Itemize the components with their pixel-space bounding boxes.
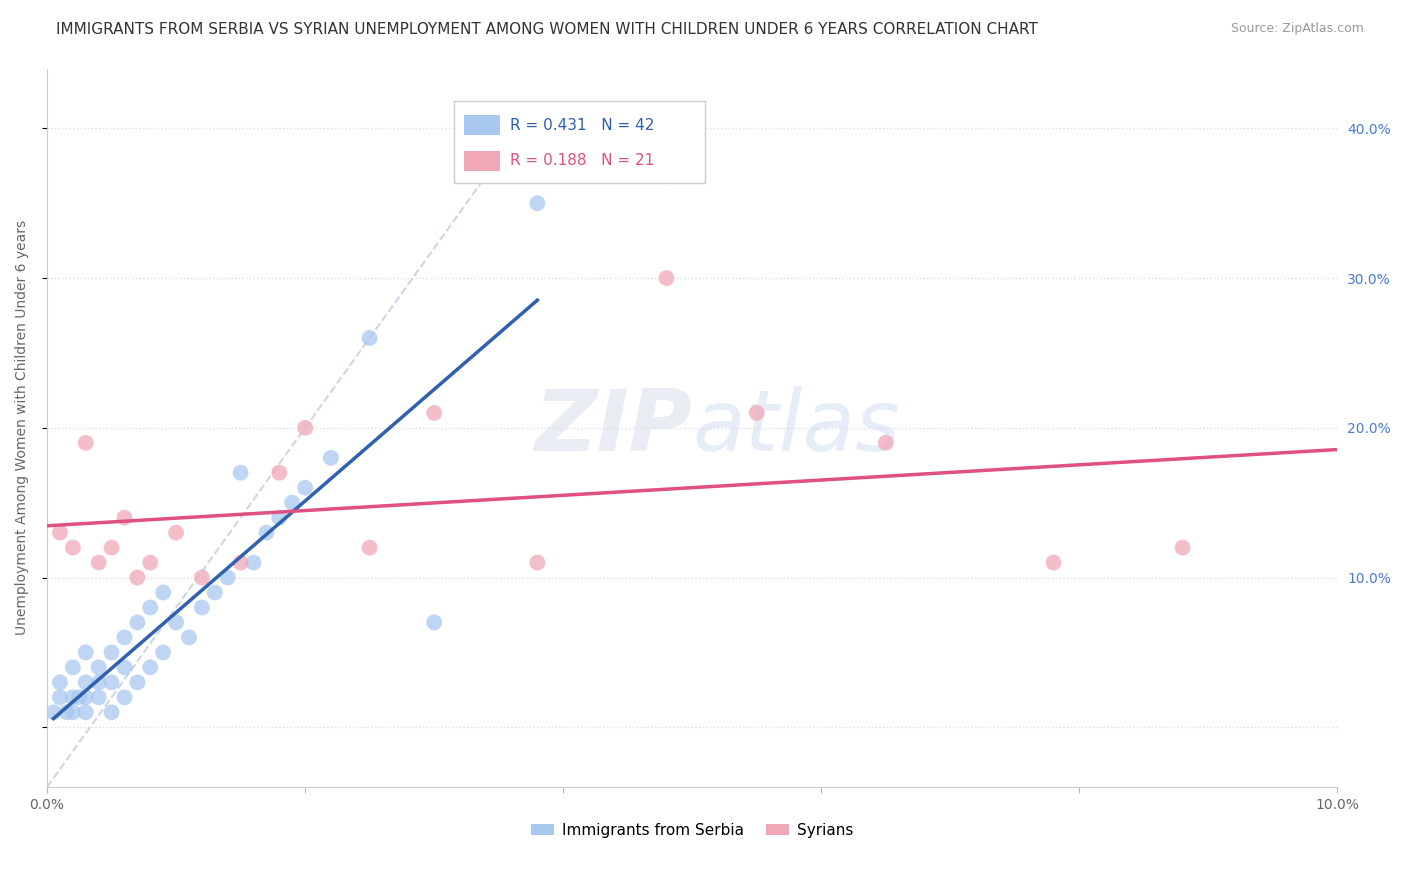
Point <box>526 556 548 570</box>
Point <box>294 481 316 495</box>
Point <box>49 690 72 705</box>
Point <box>294 421 316 435</box>
Point <box>217 570 239 584</box>
Point <box>127 615 149 630</box>
Point <box>114 510 136 524</box>
Point <box>100 645 122 659</box>
Point <box>100 675 122 690</box>
Point <box>359 541 381 555</box>
Text: Source: ZipAtlas.com: Source: ZipAtlas.com <box>1230 22 1364 36</box>
Point <box>152 585 174 599</box>
Point <box>423 406 446 420</box>
Point <box>75 706 97 720</box>
Point <box>75 645 97 659</box>
Point <box>152 645 174 659</box>
Point <box>1042 556 1064 570</box>
Text: IMMIGRANTS FROM SERBIA VS SYRIAN UNEMPLOYMENT AMONG WOMEN WITH CHILDREN UNDER 6 : IMMIGRANTS FROM SERBIA VS SYRIAN UNEMPLO… <box>56 22 1038 37</box>
Point <box>875 435 897 450</box>
Point <box>100 541 122 555</box>
Legend: Immigrants from Serbia, Syrians: Immigrants from Serbia, Syrians <box>524 817 859 844</box>
Point <box>269 510 291 524</box>
Point <box>139 556 162 570</box>
Point <box>114 690 136 705</box>
Text: atlas: atlas <box>692 386 900 469</box>
Point <box>281 496 304 510</box>
Point <box>204 585 226 599</box>
FancyBboxPatch shape <box>454 101 706 184</box>
Point <box>62 541 84 555</box>
Point <box>254 525 277 540</box>
Point <box>127 570 149 584</box>
Point <box>165 525 187 540</box>
Point <box>87 675 110 690</box>
FancyBboxPatch shape <box>464 151 501 171</box>
Point <box>177 631 200 645</box>
Y-axis label: Unemployment Among Women with Children Under 6 years: Unemployment Among Women with Children U… <box>15 220 30 635</box>
Point <box>319 450 342 465</box>
Point <box>49 525 72 540</box>
Point <box>229 466 252 480</box>
Point <box>75 435 97 450</box>
Point <box>1171 541 1194 555</box>
Text: R = 0.188   N = 21: R = 0.188 N = 21 <box>510 153 655 168</box>
Point <box>165 615 187 630</box>
Point <box>87 690 110 705</box>
Point <box>191 600 214 615</box>
Point <box>55 706 77 720</box>
Point <box>87 556 110 570</box>
Point <box>114 631 136 645</box>
FancyBboxPatch shape <box>464 115 501 136</box>
Point <box>62 690 84 705</box>
Point <box>526 196 548 211</box>
Point <box>75 675 97 690</box>
Point <box>242 556 264 570</box>
Point <box>269 466 291 480</box>
Point <box>139 660 162 674</box>
Point <box>75 690 97 705</box>
Text: ZIP: ZIP <box>534 386 692 469</box>
Point <box>114 660 136 674</box>
Point <box>42 706 65 720</box>
Point <box>745 406 768 420</box>
Point <box>127 675 149 690</box>
Point <box>229 556 252 570</box>
Point <box>67 690 90 705</box>
Point <box>62 706 84 720</box>
Point <box>655 271 678 285</box>
Point <box>423 615 446 630</box>
Point <box>100 706 122 720</box>
Point <box>359 331 381 345</box>
Point <box>87 660 110 674</box>
Point <box>49 675 72 690</box>
Point <box>191 570 214 584</box>
Point <box>139 600 162 615</box>
Text: R = 0.431   N = 42: R = 0.431 N = 42 <box>510 118 655 133</box>
Point <box>62 660 84 674</box>
